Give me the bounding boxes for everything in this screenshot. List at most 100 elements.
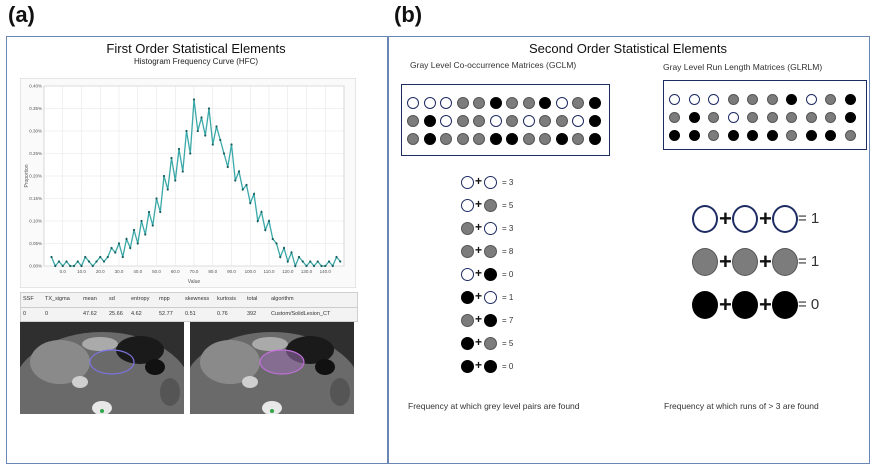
data-point bbox=[204, 134, 207, 137]
x-tick-label: 130.0 bbox=[301, 269, 313, 274]
data-point bbox=[65, 260, 68, 263]
gray-circle bbox=[727, 94, 739, 105]
black-circle bbox=[805, 130, 817, 141]
white-circle bbox=[440, 115, 452, 127]
gray-circle bbox=[407, 115, 419, 127]
y-tick-label: 0.15% bbox=[29, 196, 42, 201]
x-tick-label: 140.0 bbox=[320, 269, 332, 274]
gray-circle bbox=[456, 115, 469, 127]
data-point bbox=[84, 255, 87, 259]
ct-scan-right bbox=[190, 322, 354, 414]
ct-scan-left bbox=[20, 322, 184, 414]
plus-sign: + bbox=[475, 220, 483, 234]
second-order-title: Second Order Statistical Elements bbox=[529, 41, 727, 56]
black-circle bbox=[461, 337, 474, 350]
table-header-cell: mean bbox=[83, 296, 97, 302]
gray-circle bbox=[506, 115, 518, 127]
y-tick-label: 0.35% bbox=[29, 106, 42, 111]
white-circle bbox=[688, 94, 700, 105]
data-point bbox=[136, 242, 139, 245]
data-point bbox=[297, 255, 301, 259]
data-point bbox=[267, 219, 271, 223]
data-point bbox=[72, 264, 76, 268]
black-circle bbox=[461, 360, 474, 373]
white-circle bbox=[484, 176, 497, 189]
run-count: = 1 bbox=[798, 253, 820, 270]
gray-circle bbox=[456, 133, 469, 145]
plus-sign: + bbox=[719, 292, 732, 317]
gray-circle bbox=[461, 222, 474, 235]
gray-circle bbox=[539, 115, 551, 127]
data-point bbox=[140, 219, 143, 223]
black-circle bbox=[484, 314, 497, 327]
x-tick-label: 100.0 bbox=[245, 269, 257, 274]
glcm-label: Gray Level Co-occurrence Matrices (GCLM) bbox=[410, 60, 577, 70]
histogram-frequency-curve: 0.40% 0.35% 0.30% 0.25% 0.20% 0.15% 0.10% 0.05%… bbox=[20, 78, 356, 288]
gray-circle bbox=[572, 133, 584, 145]
table-cell: 52.77 bbox=[159, 311, 173, 317]
pair-count: = 8 bbox=[502, 247, 514, 256]
black-circle bbox=[539, 97, 551, 109]
data-point bbox=[215, 125, 218, 128]
table-header-cell: skewness bbox=[185, 296, 210, 302]
gray-circle bbox=[747, 94, 758, 105]
ct-image-left bbox=[20, 322, 184, 414]
plus-sign: + bbox=[475, 243, 483, 257]
data-point bbox=[237, 170, 241, 173]
gray-circle bbox=[506, 97, 518, 109]
white-circle bbox=[772, 205, 798, 233]
data-point bbox=[110, 246, 113, 250]
y-tick-label: 0.20% bbox=[29, 174, 42, 179]
glrlm-matrix bbox=[663, 80, 867, 150]
y-tick-label: 0.40% bbox=[29, 84, 42, 89]
pair-count: = 3 bbox=[502, 178, 514, 187]
black-circle bbox=[727, 130, 739, 141]
panel-label-a: (a) bbox=[8, 2, 35, 27]
data-point bbox=[181, 170, 184, 173]
data-point bbox=[155, 197, 158, 200]
glrlm-caption: Frequency at which runs of > 3 are found bbox=[664, 401, 819, 411]
y-tick-label: 0.05% bbox=[29, 241, 42, 246]
data-point bbox=[177, 147, 181, 151]
white-circle bbox=[669, 94, 680, 105]
stats-table: SSF TX_sigma mean sd entropy mpp skewness kurto… bbox=[20, 292, 358, 322]
black-circle bbox=[506, 133, 518, 145]
pair-count: = 5 bbox=[502, 339, 514, 348]
data-point bbox=[335, 255, 338, 259]
stats-table-header: SSF TX_sigma mean sd entropy mpp skewness kurto… bbox=[21, 293, 357, 308]
gray-circle bbox=[484, 337, 497, 350]
data-point bbox=[117, 242, 121, 245]
white-circle bbox=[407, 97, 419, 109]
table-cell: 0.76 bbox=[217, 311, 228, 317]
table-header-cell: mpp bbox=[159, 296, 170, 302]
black-circle bbox=[461, 291, 474, 304]
data-point bbox=[312, 264, 316, 268]
plus-sign: + bbox=[475, 312, 483, 326]
data-point bbox=[290, 251, 293, 254]
data-point bbox=[207, 107, 211, 110]
data-point bbox=[147, 210, 151, 214]
data-point bbox=[219, 138, 222, 142]
data-point bbox=[309, 260, 312, 263]
white-circle bbox=[489, 115, 502, 127]
white-circle bbox=[423, 97, 436, 109]
gray-circle bbox=[766, 94, 778, 105]
gray-circle bbox=[539, 133, 551, 145]
data-point bbox=[245, 183, 248, 187]
data-point bbox=[211, 143, 214, 146]
data-point bbox=[170, 156, 173, 160]
black-circle bbox=[844, 94, 856, 105]
glcm-matrix bbox=[401, 84, 610, 156]
panel-a-frame bbox=[6, 36, 388, 464]
gray-circle bbox=[708, 130, 719, 141]
x-tick-label: 20.0 bbox=[96, 269, 105, 274]
data-point bbox=[327, 260, 331, 263]
gray-circle bbox=[844, 130, 856, 141]
data-point bbox=[249, 201, 252, 205]
plus-sign: + bbox=[759, 292, 772, 317]
white-circle bbox=[484, 222, 497, 235]
table-header-cell: algorithm bbox=[271, 296, 294, 302]
data-point bbox=[286, 260, 289, 263]
black-circle bbox=[588, 115, 601, 127]
pair-count: = 0 bbox=[502, 270, 514, 279]
